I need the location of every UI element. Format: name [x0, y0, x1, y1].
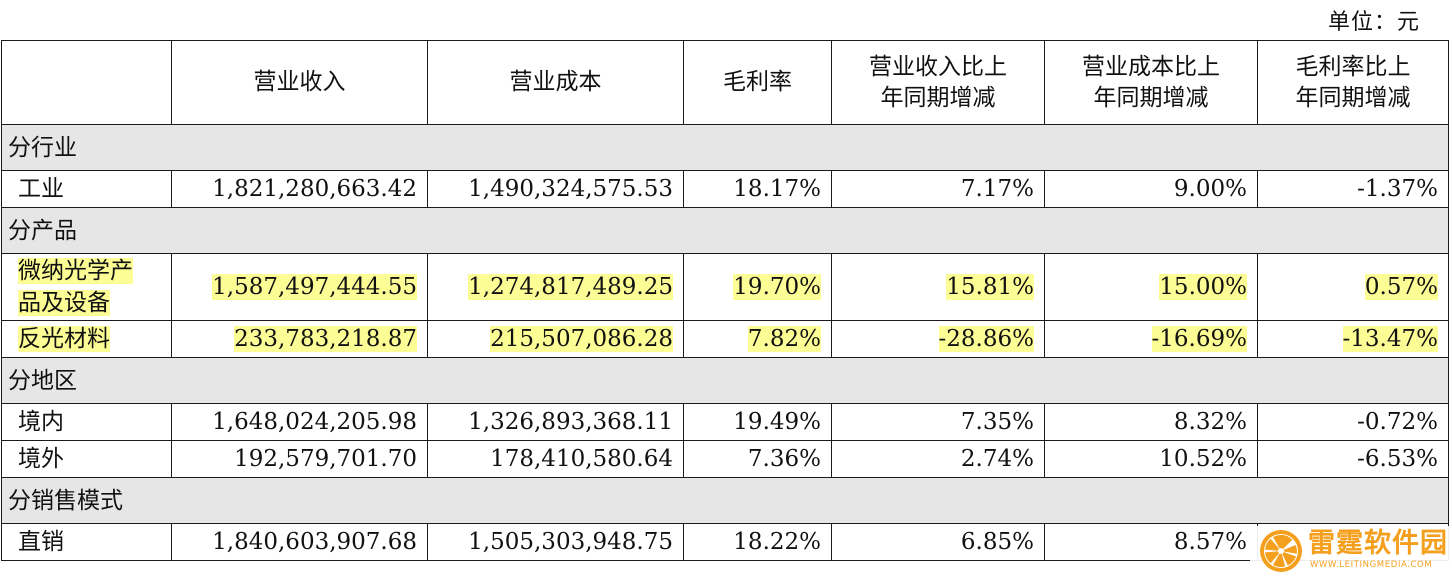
revenue-cell: 1,840,603,907.68	[171, 523, 428, 561]
section-title: 分地区	[1, 357, 1449, 404]
revenue-yoy-cell: 2.74%	[831, 440, 1045, 478]
row-label: 境外	[1, 440, 172, 478]
cost-cell: 1,505,303,948.75	[427, 523, 684, 561]
section-row-sales-mode: 分销售模式	[1, 477, 1449, 524]
cost-yoy-cell: 8.57%	[1044, 523, 1258, 561]
cost-cell: 178,410,580.64	[427, 440, 684, 478]
row-label: 微纳光学产 品及设备	[1, 253, 172, 321]
revenue-cell: 1,648,024,205.98	[171, 403, 428, 441]
cost-cell: 1,490,324,575.53	[427, 170, 684, 208]
margin-yoy-cell: -13.47%	[1257, 320, 1449, 358]
section-row-region: 分地区	[1, 357, 1449, 404]
table-row: 境内 1,648,024,205.98 1,326,893,368.11 19.…	[1, 403, 1449, 441]
row-label-line2: 品及设备	[18, 290, 110, 316]
section-title: 分销售模式	[1, 477, 1449, 524]
cost-yoy-cell: -16.69%	[1044, 320, 1258, 358]
header-blank	[1, 40, 172, 125]
margin-yoy-value: -13.47%	[1342, 326, 1438, 352]
row-label: 直销	[1, 523, 172, 561]
header-revenue: 营业收入	[171, 40, 428, 125]
revenue-cell: 1,587,497,444.55	[171, 253, 428, 321]
row-label: 境内	[1, 403, 172, 441]
revenue-yoy-cell: 6.85%	[831, 523, 1045, 561]
cost-cell: 215,507,086.28	[427, 320, 684, 358]
watermark-url: WWW.LEITINGMEDIA.COM	[1310, 560, 1433, 570]
header-cost-yoy-line1: 营业成本比上	[1082, 53, 1220, 80]
header-cost: 营业成本	[427, 40, 684, 125]
header-revenue-yoy-line2: 年同期增减	[880, 84, 996, 111]
header-margin-yoy-line1: 毛利率比上	[1295, 53, 1411, 80]
table-row: 反光材料 233,783,218.87 215,507,086.28 7.82%…	[1, 320, 1449, 358]
table-row: 微纳光学产品及设备 1,587,497,444.55 1,274,817,489…	[1, 253, 1449, 321]
section-row-industry: 分行业	[1, 124, 1449, 171]
cost-yoy-value: 15.00%	[1159, 274, 1247, 300]
header-revenue-yoy-line1: 营业收入比上	[869, 53, 1007, 80]
orange-slice-logo-icon	[1260, 530, 1302, 572]
section-title: 分产品	[1, 207, 1449, 254]
cost-cell: 1,326,893,368.11	[427, 403, 684, 441]
section-row-product: 分产品	[1, 207, 1449, 254]
cost-yoy-cell: 15.00%	[1044, 253, 1258, 321]
header-row: 营业收入 营业成本 毛利率 营业收入比上 年同期增减 营业成本比上 年同期增减 毛利…	[1, 40, 1449, 125]
margin-yoy-cell: -0.72%	[1257, 403, 1449, 441]
margin-cell: 18.22%	[683, 523, 832, 561]
table-row: 直销 1,840,603,907.68 1,505,303,948.75 18.…	[1, 523, 1449, 561]
revenue-yoy-value: -28.86%	[938, 326, 1034, 352]
watermark-name: 雷霆软件园	[1308, 528, 1448, 559]
margin-cell: 18.17%	[683, 170, 832, 208]
margin-yoy-cell: -1.37%	[1257, 170, 1449, 208]
margin-cell: 19.70%	[683, 253, 832, 321]
cost-yoy-cell: 8.32%	[1044, 403, 1258, 441]
revenue-yoy-cell: 7.35%	[831, 403, 1045, 441]
margin-cell: 7.82%	[683, 320, 832, 358]
revenue-yoy-cell: 15.81%	[831, 253, 1045, 321]
cost-yoy-cell: 9.00%	[1044, 170, 1258, 208]
cost-yoy-cell: 10.52%	[1044, 440, 1258, 478]
header-cost-yoy-line2: 年同期增减	[1093, 84, 1209, 111]
row-label-text: 反光材料	[18, 326, 110, 352]
revenue-cell: 1,821,280,663.42	[171, 170, 428, 208]
header-margin-yoy-line2: 年同期增减	[1295, 84, 1411, 111]
revenue-yoy-cell: 7.17%	[831, 170, 1045, 208]
cost-yoy-value: -16.69%	[1151, 326, 1247, 352]
margin-cell: 19.49%	[683, 403, 832, 441]
header-cost-yoy: 营业成本比上 年同期增减	[1044, 40, 1258, 125]
margin-value: 7.82%	[747, 326, 821, 352]
margin-yoy-cell: 0.57%	[1257, 253, 1449, 321]
revenue-cell: 233,783,218.87	[171, 320, 428, 358]
table-row: 境外 192,579,701.70 178,410,580.64 7.36% 2…	[1, 440, 1449, 478]
revenue-value: 233,783,218.87	[234, 326, 417, 352]
revenue-yoy-cell: -28.86%	[831, 320, 1045, 358]
financial-table: 营业收入 营业成本 毛利率 营业收入比上 年同期增减 营业成本比上 年同期增减 毛利…	[1, 40, 1449, 561]
margin-cell: 7.36%	[683, 440, 832, 478]
section-title: 分行业	[1, 124, 1449, 171]
row-label-line1: 微纳光学产	[18, 258, 133, 284]
unit-label: 单位：元	[1327, 10, 1420, 35]
margin-yoy-value: 0.57%	[1364, 274, 1438, 300]
row-label: 反光材料	[1, 320, 172, 358]
cost-value: 215,507,086.28	[490, 326, 673, 352]
header-margin-yoy: 毛利率比上年同期增减	[1257, 40, 1449, 125]
row-label: 工业	[1, 170, 172, 208]
watermark: 雷霆软件园 WWW.LEITINGMEDIA.COM	[1250, 526, 1452, 578]
revenue-cell: 192,579,701.70	[171, 440, 428, 478]
header-revenue-yoy: 营业收入比上 年同期增减	[831, 40, 1045, 125]
table-row: 工业 1,821,280,663.42 1,490,324,575.53 18.…	[1, 170, 1449, 208]
revenue-yoy-value: 15.81%	[946, 274, 1034, 300]
header-margin: 毛利率	[683, 40, 832, 125]
cost-cell: 1,274,817,489.25	[427, 253, 684, 321]
revenue-value: 1,587,497,444.55	[212, 274, 417, 300]
margin-yoy-cell: -6.53%	[1257, 440, 1449, 478]
margin-value: 19.70%	[733, 274, 821, 300]
cost-value: 1,274,817,489.25	[468, 274, 673, 300]
